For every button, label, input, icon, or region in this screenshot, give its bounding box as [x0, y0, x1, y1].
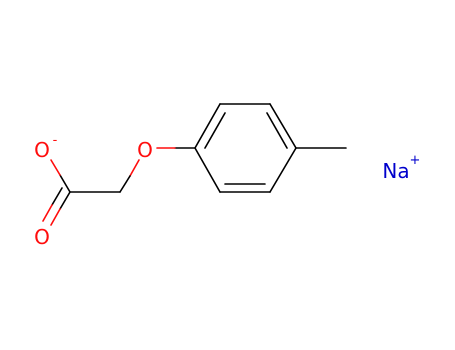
- bond: [119, 175, 131, 193]
- atom-charge: +: [410, 153, 421, 168]
- atom-label: Na: [382, 159, 409, 183]
- bond: [194, 103, 221, 149]
- atom-label: O: [34, 225, 50, 249]
- atom-label: O: [34, 138, 50, 162]
- bond: [50, 159, 61, 176]
- bond: [269, 147, 297, 193]
- bond: [129, 159, 140, 177]
- bond: [59, 174, 71, 193]
- atom-charge: -: [53, 133, 58, 148]
- bond: [59, 191, 71, 210]
- bond: [51, 187, 63, 206]
- bond: [269, 103, 297, 149]
- bond: [266, 112, 288, 149]
- atom-label: O: [137, 138, 153, 162]
- bond: [204, 112, 226, 149]
- bonds: [42, 103, 347, 226]
- bond: [194, 147, 221, 193]
- bond: [50, 208, 61, 226]
- bond: [42, 204, 53, 222]
